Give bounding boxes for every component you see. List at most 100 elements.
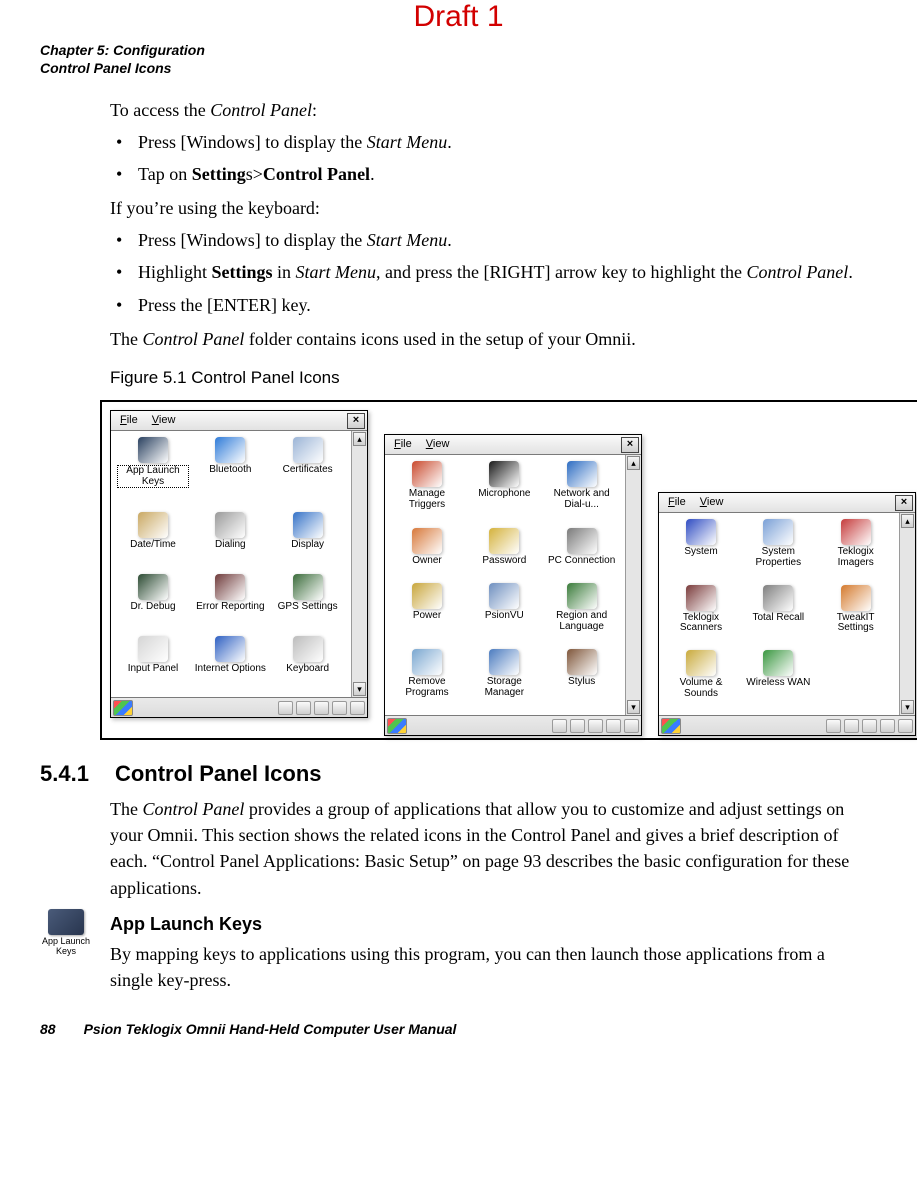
ce-icon-app-launch-keys[interactable]: App Launch Keys bbox=[117, 437, 189, 507]
ce-icon-input-panel[interactable]: Input Panel bbox=[117, 636, 189, 694]
ce-icon-teklogix-imagers[interactable]: Teklogix Imagers bbox=[820, 519, 892, 580]
ce-icon-glyph bbox=[567, 528, 597, 554]
tray-icon[interactable] bbox=[826, 719, 841, 733]
tray-icon[interactable] bbox=[570, 719, 585, 733]
ce-icon-label: Manage Triggers bbox=[391, 489, 463, 510]
menu-view[interactable]: View bbox=[145, 411, 183, 431]
ce-icon-glyph bbox=[138, 437, 168, 463]
ce-icon-glyph bbox=[686, 519, 716, 545]
scrollbar[interactable]: ▴▾ bbox=[625, 455, 641, 715]
tray-icon[interactable] bbox=[862, 719, 877, 733]
ce-icon-glyph bbox=[412, 583, 442, 609]
ce-icon-internet-options[interactable]: Internet Options bbox=[194, 636, 266, 694]
ce-icon-glyph bbox=[489, 649, 519, 675]
ce-icon-teklogix-scanners[interactable]: Teklogix Scanners bbox=[665, 585, 737, 646]
ce-icon-glyph bbox=[763, 519, 793, 545]
tray-icon[interactable] bbox=[332, 701, 347, 715]
ce-icon-display[interactable]: Display bbox=[272, 512, 344, 570]
intro-control-panel: Control Panel bbox=[210, 100, 312, 120]
ce-icon-glyph bbox=[567, 583, 597, 609]
k2-settings: Settings bbox=[212, 262, 273, 282]
ce-icon-error-reporting[interactable]: Error Reporting bbox=[194, 574, 266, 632]
ce-icon-label: Internet Options bbox=[195, 664, 266, 675]
close-button[interactable]: × bbox=[895, 495, 913, 511]
ce-icon-date-time[interactable]: Date/Time bbox=[117, 512, 189, 570]
ce-icon-dr-debug[interactable]: Dr. Debug bbox=[117, 574, 189, 632]
system-tray bbox=[826, 719, 913, 733]
ce-icon-system-properties[interactable]: System Properties bbox=[742, 519, 814, 580]
tray-icon[interactable] bbox=[880, 719, 895, 733]
ce-icon-system[interactable]: System bbox=[665, 519, 737, 580]
ce-icon-glyph bbox=[138, 574, 168, 600]
ce-icon-wireless-wan[interactable]: Wireless WAN bbox=[742, 650, 814, 711]
tray-icon[interactable] bbox=[898, 719, 913, 733]
tray-icon[interactable] bbox=[588, 719, 603, 733]
menu-file[interactable]: File bbox=[661, 493, 693, 513]
ce-icon-stylus[interactable]: Stylus bbox=[546, 649, 618, 711]
ce-icon-label: Network and Dial-u... bbox=[546, 489, 618, 510]
ce-icon-total-recall[interactable]: Total Recall bbox=[742, 585, 814, 646]
close-button[interactable]: × bbox=[621, 437, 639, 453]
ce-icon-microphone[interactable]: Microphone bbox=[468, 461, 540, 523]
ce-icon-glyph bbox=[841, 585, 871, 611]
ce-icon-network-and-dial-u-[interactable]: Network and Dial-u... bbox=[546, 461, 618, 523]
ce-icon-glyph bbox=[763, 650, 793, 676]
ce-window: FileView × App Launch KeysBluetoothCertifi… bbox=[110, 410, 368, 718]
ce-icon-label: Display bbox=[291, 540, 324, 551]
tray-icon[interactable] bbox=[350, 701, 365, 715]
app-launch-block: App Launch Keys App Launch Keys By mappi… bbox=[110, 911, 867, 993]
ce-icon-keyboard[interactable]: Keyboard bbox=[272, 636, 344, 694]
ce-icon-certificates[interactable]: Certificates bbox=[272, 437, 344, 507]
start-button[interactable] bbox=[113, 700, 133, 716]
ce-icon-label: System Properties bbox=[742, 547, 814, 568]
close-button[interactable]: × bbox=[347, 413, 365, 429]
ce-icon-volume-sounds[interactable]: Volume & Sounds bbox=[665, 650, 737, 711]
ce-icon-gps-settings[interactable]: GPS Settings bbox=[272, 574, 344, 632]
ce-window: FileView×SystemSystem PropertiesTeklogix… bbox=[658, 492, 916, 736]
b1-start-menu: Start Menu bbox=[367, 132, 448, 152]
ce-icon-owner[interactable]: Owner bbox=[391, 528, 463, 580]
scroll-up-button[interactable]: ▴ bbox=[901, 514, 914, 528]
tray-icon[interactable] bbox=[624, 719, 639, 733]
ce-icon-storage-manager[interactable]: Storage Manager bbox=[468, 649, 540, 711]
ce-icon-glyph bbox=[293, 512, 323, 538]
tray-icon[interactable] bbox=[606, 719, 621, 733]
footer-text: Psion Teklogix Omnii Hand-Held Computer … bbox=[84, 1021, 457, 1037]
menu-view[interactable]: View bbox=[419, 435, 457, 455]
scroll-up-button[interactable]: ▴ bbox=[627, 456, 640, 470]
scroll-down-button[interactable]: ▾ bbox=[901, 700, 914, 714]
scroll-down-button[interactable]: ▾ bbox=[353, 682, 366, 696]
b2-gt: s> bbox=[246, 164, 263, 184]
scroll-up-button[interactable]: ▴ bbox=[353, 432, 366, 446]
ce-icon-password[interactable]: Password bbox=[468, 528, 540, 580]
section-number: 5.4.1 bbox=[40, 758, 89, 790]
tray-icon[interactable] bbox=[552, 719, 567, 733]
tray-icon[interactable] bbox=[314, 701, 329, 715]
ce-icon-pc-connection[interactable]: PC Connection bbox=[546, 528, 618, 580]
ce-icon-remove-programs[interactable]: Remove Programs bbox=[391, 649, 463, 711]
start-button[interactable] bbox=[387, 718, 407, 734]
ce-icon-psionvu[interactable]: PsionVU bbox=[468, 583, 540, 645]
ce-icon-label: Microphone bbox=[478, 489, 530, 500]
app-launch-icon bbox=[48, 909, 84, 935]
tray-icon[interactable] bbox=[296, 701, 311, 715]
ce-icon-label: Password bbox=[482, 556, 526, 567]
scrollbar[interactable]: ▴▾ bbox=[899, 513, 915, 715]
menu-view[interactable]: View bbox=[693, 493, 731, 513]
tray-icon[interactable] bbox=[844, 719, 859, 733]
scrollbar[interactable]: ▴▾ bbox=[351, 431, 367, 697]
ce-icon-region-and-language[interactable]: Region and Language bbox=[546, 583, 618, 645]
start-button[interactable] bbox=[661, 718, 681, 734]
ce-icon-glyph bbox=[138, 636, 168, 662]
ce-icon-power[interactable]: Power bbox=[391, 583, 463, 645]
tray-icon[interactable] bbox=[278, 701, 293, 715]
scroll-down-button[interactable]: ▾ bbox=[627, 700, 640, 714]
ce-icon-label: Dialing bbox=[215, 540, 246, 551]
menu-file[interactable]: File bbox=[387, 435, 419, 455]
ce-icon-label: Volume & Sounds bbox=[665, 678, 737, 699]
ce-icon-dialing[interactable]: Dialing bbox=[194, 512, 266, 570]
ce-icon-tweakit-settings[interactable]: TweakIT Settings bbox=[820, 585, 892, 646]
ce-icon-bluetooth[interactable]: Bluetooth bbox=[194, 437, 266, 507]
ce-icon-manage-triggers[interactable]: Manage Triggers bbox=[391, 461, 463, 523]
menu-file[interactable]: File bbox=[113, 411, 145, 431]
